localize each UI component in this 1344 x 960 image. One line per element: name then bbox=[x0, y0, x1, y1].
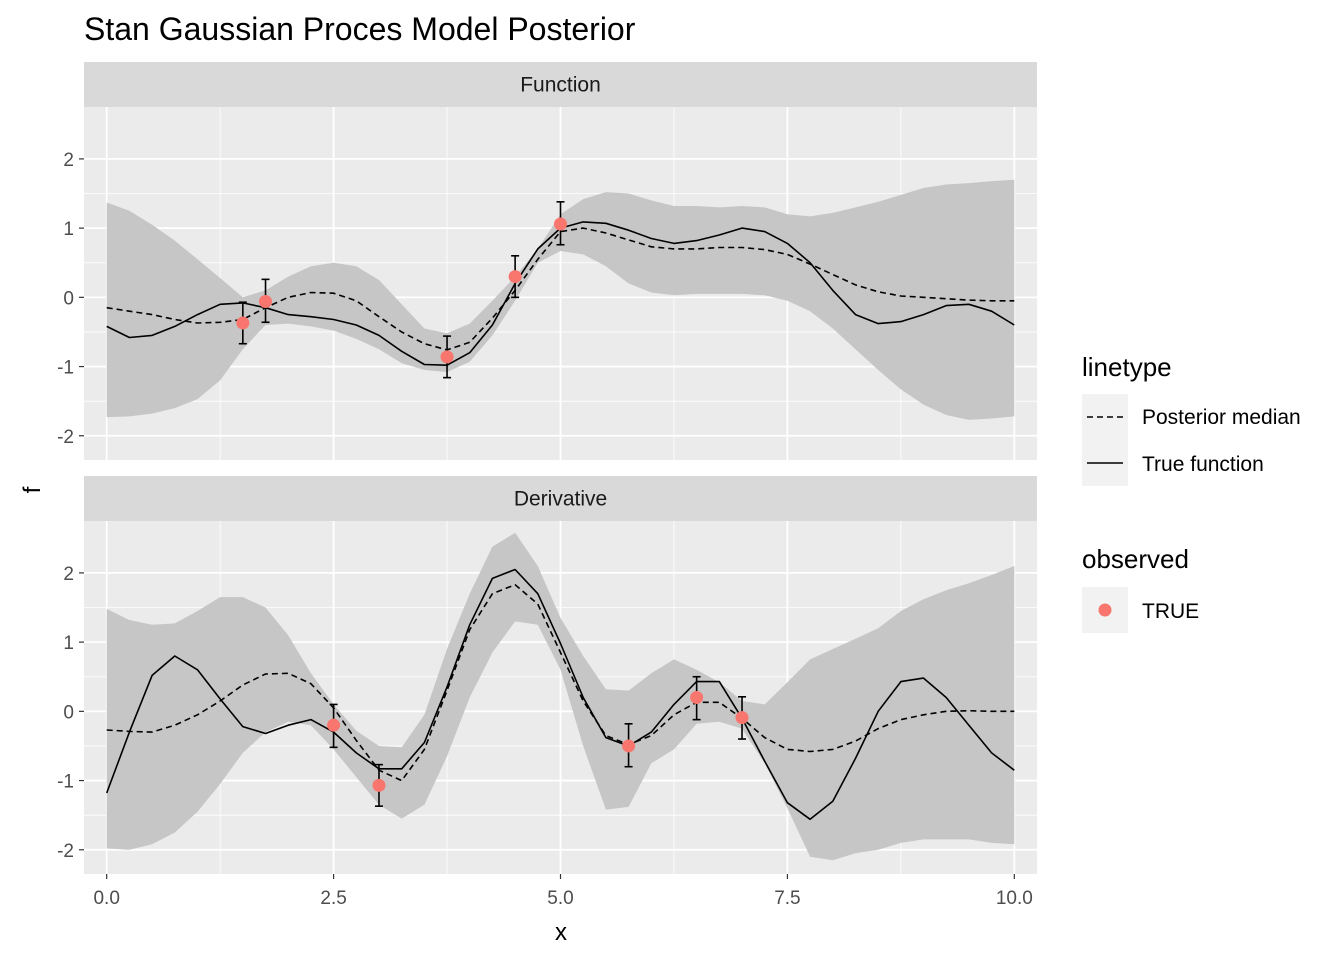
observed-point bbox=[372, 778, 386, 792]
legend-label-posterior-median: Posterior median bbox=[1142, 406, 1301, 429]
y-tick-label: -1 bbox=[57, 772, 74, 793]
observed-point bbox=[554, 217, 567, 231]
y-tick-label: 0 bbox=[63, 288, 74, 309]
y-tick-label: 0 bbox=[63, 702, 74, 723]
strip-label-function: Function bbox=[520, 74, 601, 97]
panel-function: Function -2 -1 0 1 2 bbox=[57, 62, 1037, 460]
y-tick-label: -2 bbox=[57, 841, 74, 862]
legend-label-true-function: True function bbox=[1142, 453, 1264, 476]
legend: linetype Posterior median True function … bbox=[1082, 352, 1301, 633]
legend-observed-title: observed bbox=[1082, 544, 1189, 574]
facet-panels: Function -2 -1 0 1 2 Derivative -2 -1 0 1 2 bbox=[57, 62, 1037, 874]
y-axis-title: f bbox=[19, 486, 46, 493]
legend-linetype-title: linetype bbox=[1082, 352, 1172, 382]
credible-interval-ribbon bbox=[106, 179, 1015, 420]
legend-label-observed-true: TRUE bbox=[1142, 600, 1199, 623]
observed-point bbox=[236, 316, 250, 330]
observed-point bbox=[440, 350, 454, 364]
y-tick-label: 1 bbox=[63, 219, 74, 240]
x-tick-label: 5.0 bbox=[547, 888, 573, 909]
series-line-true-function bbox=[105, 568, 1015, 821]
x-tick-label: 0.0 bbox=[93, 888, 119, 909]
y-tick-label: -2 bbox=[57, 427, 74, 448]
legend-point-icon bbox=[1098, 603, 1112, 617]
strip-derivative bbox=[84, 476, 1037, 521]
x-tick-label: 2.5 bbox=[320, 888, 346, 909]
credible-interval-ribbon bbox=[106, 532, 1015, 861]
x-tick-label: 10.0 bbox=[996, 888, 1033, 909]
strip-label-derivative: Derivative bbox=[514, 488, 607, 511]
x-tick-label: 7.5 bbox=[774, 888, 800, 909]
series-line-posterior-median bbox=[106, 583, 1015, 782]
observed-point bbox=[259, 294, 273, 308]
strip-function bbox=[84, 62, 1037, 107]
observed-point bbox=[327, 718, 341, 732]
x-axis-title: x bbox=[555, 919, 567, 946]
observed-point bbox=[622, 739, 636, 753]
panel-derivative: Derivative -2 -1 0 1 2 bbox=[57, 476, 1037, 874]
observed-point bbox=[690, 691, 704, 704]
observed-point bbox=[735, 711, 749, 725]
y-tick-label: 1 bbox=[63, 633, 74, 654]
y-tick-label: 2 bbox=[63, 150, 74, 171]
x-axis: 0.0 2.5 5.0 7.5 10.0 bbox=[93, 874, 1033, 909]
series-line-posterior-median bbox=[106, 227, 1015, 351]
chart-title: Stan Gaussian Proces Model Posterior bbox=[84, 11, 636, 47]
y-tick-label: 2 bbox=[63, 564, 74, 585]
y-tick-label: -1 bbox=[57, 358, 74, 379]
observed-point bbox=[508, 270, 522, 284]
